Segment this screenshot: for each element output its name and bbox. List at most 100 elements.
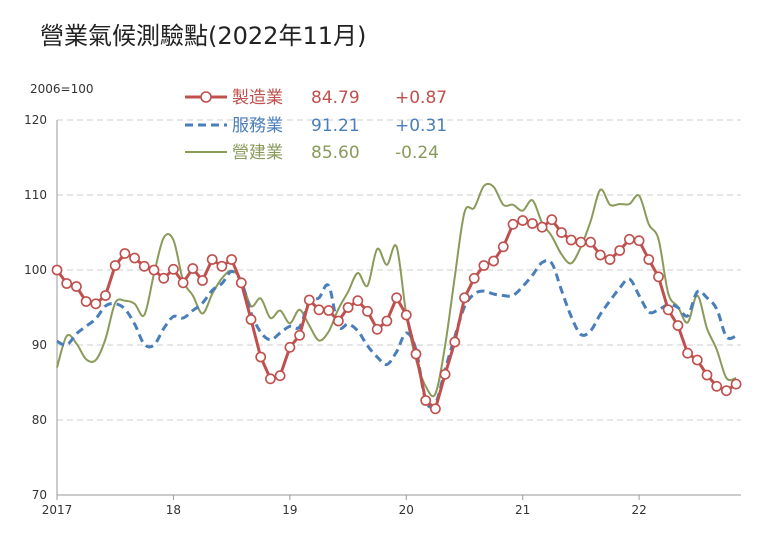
x-tick-label: 20 <box>399 503 414 517</box>
data-point <box>478 260 490 271</box>
y-tick-label: 120 <box>24 113 47 127</box>
series-line-construction <box>56 182 737 398</box>
data-point <box>264 373 276 385</box>
data-point <box>633 235 645 247</box>
data-point <box>420 395 432 406</box>
series-layer <box>51 182 742 415</box>
data-point <box>449 336 461 348</box>
data-point <box>167 263 179 275</box>
data-point <box>197 275 208 286</box>
data-point <box>614 245 626 256</box>
data-point <box>119 248 131 259</box>
legend-change: +0.87 <box>395 88 447 108</box>
data-point <box>527 218 538 229</box>
legend-change: +0.31 <box>395 116 447 136</box>
data-point <box>653 271 664 283</box>
data-point <box>255 351 267 363</box>
legend-name: 製造業 <box>232 88 283 108</box>
data-point <box>643 254 655 265</box>
data-point <box>730 378 742 390</box>
legend-name: 營建業 <box>232 143 283 163</box>
data-point <box>274 370 286 382</box>
legend-value: 85.60 <box>311 143 360 163</box>
legend: 製造業 84.79 +0.87 服務業 91.21 +0.31 營建業 85.60 -0.24 <box>185 88 447 163</box>
unit-label: 2006=100 <box>30 82 94 96</box>
data-point <box>585 236 596 248</box>
data-point <box>546 214 558 226</box>
data-point <box>488 255 499 267</box>
data-point <box>313 304 325 316</box>
series-0 <box>51 214 742 415</box>
legend-entry-1: 服務業 91.21 +0.31 <box>185 116 447 136</box>
data-point <box>245 314 257 325</box>
data-point <box>303 294 315 306</box>
data-point <box>342 302 354 313</box>
data-point <box>148 264 160 276</box>
data-point <box>410 348 422 360</box>
gridlines <box>57 119 741 421</box>
data-point <box>61 278 73 289</box>
data-point <box>371 323 383 335</box>
series-1 <box>56 258 737 409</box>
data-point <box>71 281 82 292</box>
axes <box>56 120 741 500</box>
legend-name: 服務業 <box>232 116 283 136</box>
data-point <box>391 292 402 304</box>
data-point <box>206 254 218 265</box>
data-point <box>556 227 567 238</box>
data-point <box>352 295 364 307</box>
data-point <box>507 218 519 230</box>
chart-title: 營業氣候測驗點(2022年11月) <box>40 22 366 50</box>
data-point <box>90 298 102 310</box>
data-point <box>400 309 412 321</box>
x-tick-labels: 2017 18 19 20 21 22 <box>42 503 647 517</box>
y-tick-label: 70 <box>32 488 47 502</box>
data-point <box>323 305 335 316</box>
data-point <box>332 315 344 327</box>
data-point <box>362 305 373 317</box>
data-point <box>604 254 616 265</box>
data-point <box>294 329 305 341</box>
x-tick-label: 19 <box>282 503 297 517</box>
data-point <box>711 380 723 392</box>
data-point <box>138 260 150 272</box>
y-tick-label: 90 <box>32 338 47 352</box>
data-point <box>235 277 247 289</box>
data-point <box>51 264 63 276</box>
data-point <box>565 234 577 246</box>
data-point <box>109 260 121 271</box>
data-point <box>672 320 684 331</box>
data-point <box>682 347 693 359</box>
data-point <box>624 233 635 245</box>
data-point <box>439 368 451 380</box>
data-point <box>284 341 296 353</box>
data-point <box>517 215 529 226</box>
data-point <box>662 304 674 316</box>
y-tick-label: 110 <box>24 188 47 202</box>
series-2 <box>56 182 737 398</box>
x-tick-label: 21 <box>515 503 530 517</box>
legend-entry-0: 製造業 84.79 +0.87 <box>185 88 447 108</box>
data-point <box>216 260 228 272</box>
data-point <box>100 290 111 301</box>
y-tick-label: 80 <box>32 413 47 427</box>
data-point <box>158 272 170 284</box>
legend-value: 91.21 <box>311 116 360 136</box>
data-point <box>459 292 470 304</box>
data-point <box>226 254 237 265</box>
data-point <box>691 354 703 366</box>
legend-entry-2: 營建業 85.60 -0.24 <box>185 143 439 163</box>
legend-marker <box>200 91 212 103</box>
data-point <box>721 385 732 397</box>
x-tick-label: 18 <box>166 503 181 517</box>
legend-change: -0.24 <box>395 143 439 163</box>
data-point <box>177 277 189 289</box>
y-tick-labels: 70 80 90 100 110 120 <box>24 113 47 502</box>
data-point <box>129 252 140 264</box>
legend-value: 84.79 <box>311 88 360 108</box>
data-point <box>187 263 199 274</box>
data-point <box>575 236 587 248</box>
data-point <box>536 221 548 233</box>
data-point <box>701 369 713 381</box>
